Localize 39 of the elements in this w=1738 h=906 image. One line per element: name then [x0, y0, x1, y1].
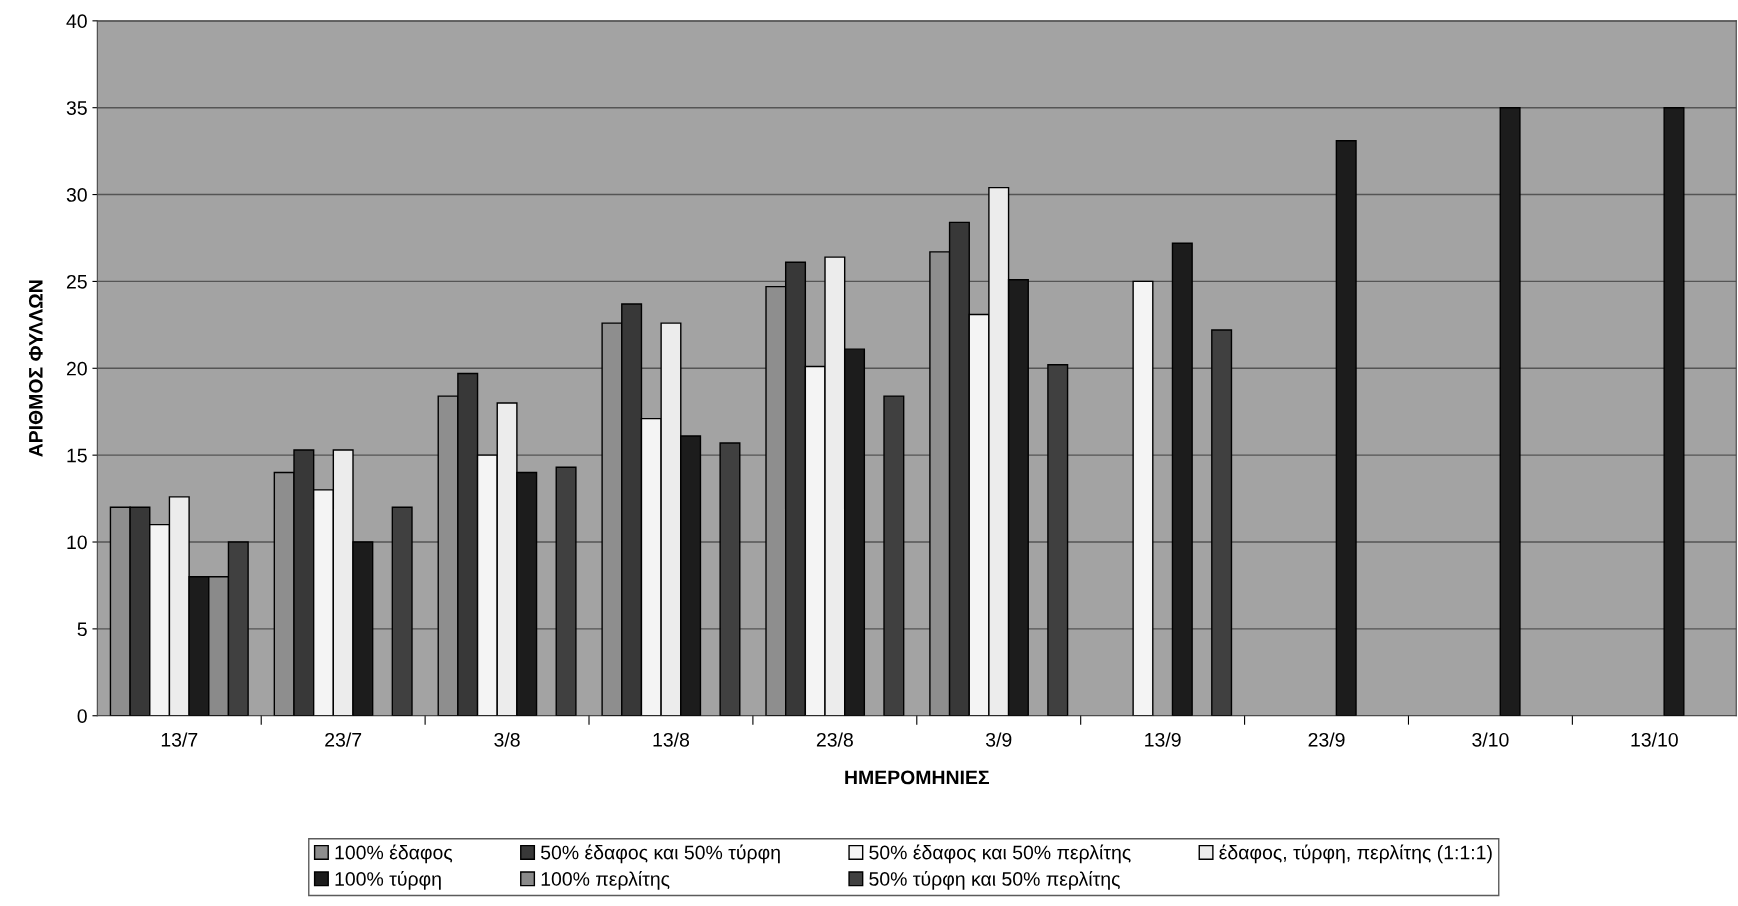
bar [883, 395, 905, 716]
x-tick-label: 23/8 [816, 732, 853, 747]
bar [555, 466, 577, 716]
legend-label: 50% τύρφη και 50% περλίτης [869, 871, 1120, 890]
y-tick-label: 20 [66, 361, 87, 376]
y-tick-label: 0 [77, 709, 87, 723]
x-tick-label: 23/9 [1308, 732, 1345, 747]
y-tick-label: 10 [67, 535, 87, 550]
legend-label: 100% έδαφος [335, 844, 453, 864]
y-tick-label: 30 [66, 188, 87, 202]
x-tick-label: 13/9 [1145, 732, 1181, 747]
y-tick-label: 35 [66, 101, 87, 115]
bar [1132, 280, 1154, 716]
bar [391, 506, 413, 716]
legend-label: 100% τύρφη [335, 871, 441, 890]
x-tick-label: 13/10 [1631, 732, 1678, 747]
bar [1211, 329, 1233, 716]
x-axis-title: ΗΜΕΡΟΜΗΝΙΕΣ [845, 770, 990, 785]
legend-label: έδαφος, τύρφη, περλίτης (1:1:1) [1219, 844, 1492, 864]
x-tick-label: 3/10 [1472, 732, 1509, 747]
legend-label: 100% περλίτης [541, 871, 670, 890]
x-tick-label: 3/8 [494, 732, 520, 747]
y-tick-label: 25 [66, 274, 87, 289]
bar [1171, 242, 1193, 716]
bar [1499, 107, 1521, 716]
y-tick-label: 5 [77, 622, 87, 637]
legend-label: 50% έδαφος και 50% περλίτης [869, 844, 1131, 864]
x-tick-label: 13/8 [653, 732, 690, 747]
y-tick-label: 15 [67, 448, 87, 463]
bar [719, 442, 741, 716]
x-tick-label: 3/9 [985, 732, 1012, 747]
bar [1663, 107, 1685, 716]
bar [1335, 140, 1357, 716]
x-tick-label: 13/7 [161, 732, 198, 747]
x-tick-label: 23/7 [325, 732, 362, 747]
bar [1047, 364, 1069, 716]
y-tick-label: 40 [66, 14, 87, 29]
legend-label: 50% έδαφος και 50% τύρφη [540, 844, 780, 864]
y-axis-title: ΑΡΙΘΜΟΣ ΦΥΛΛΩΝ [28, 280, 43, 457]
